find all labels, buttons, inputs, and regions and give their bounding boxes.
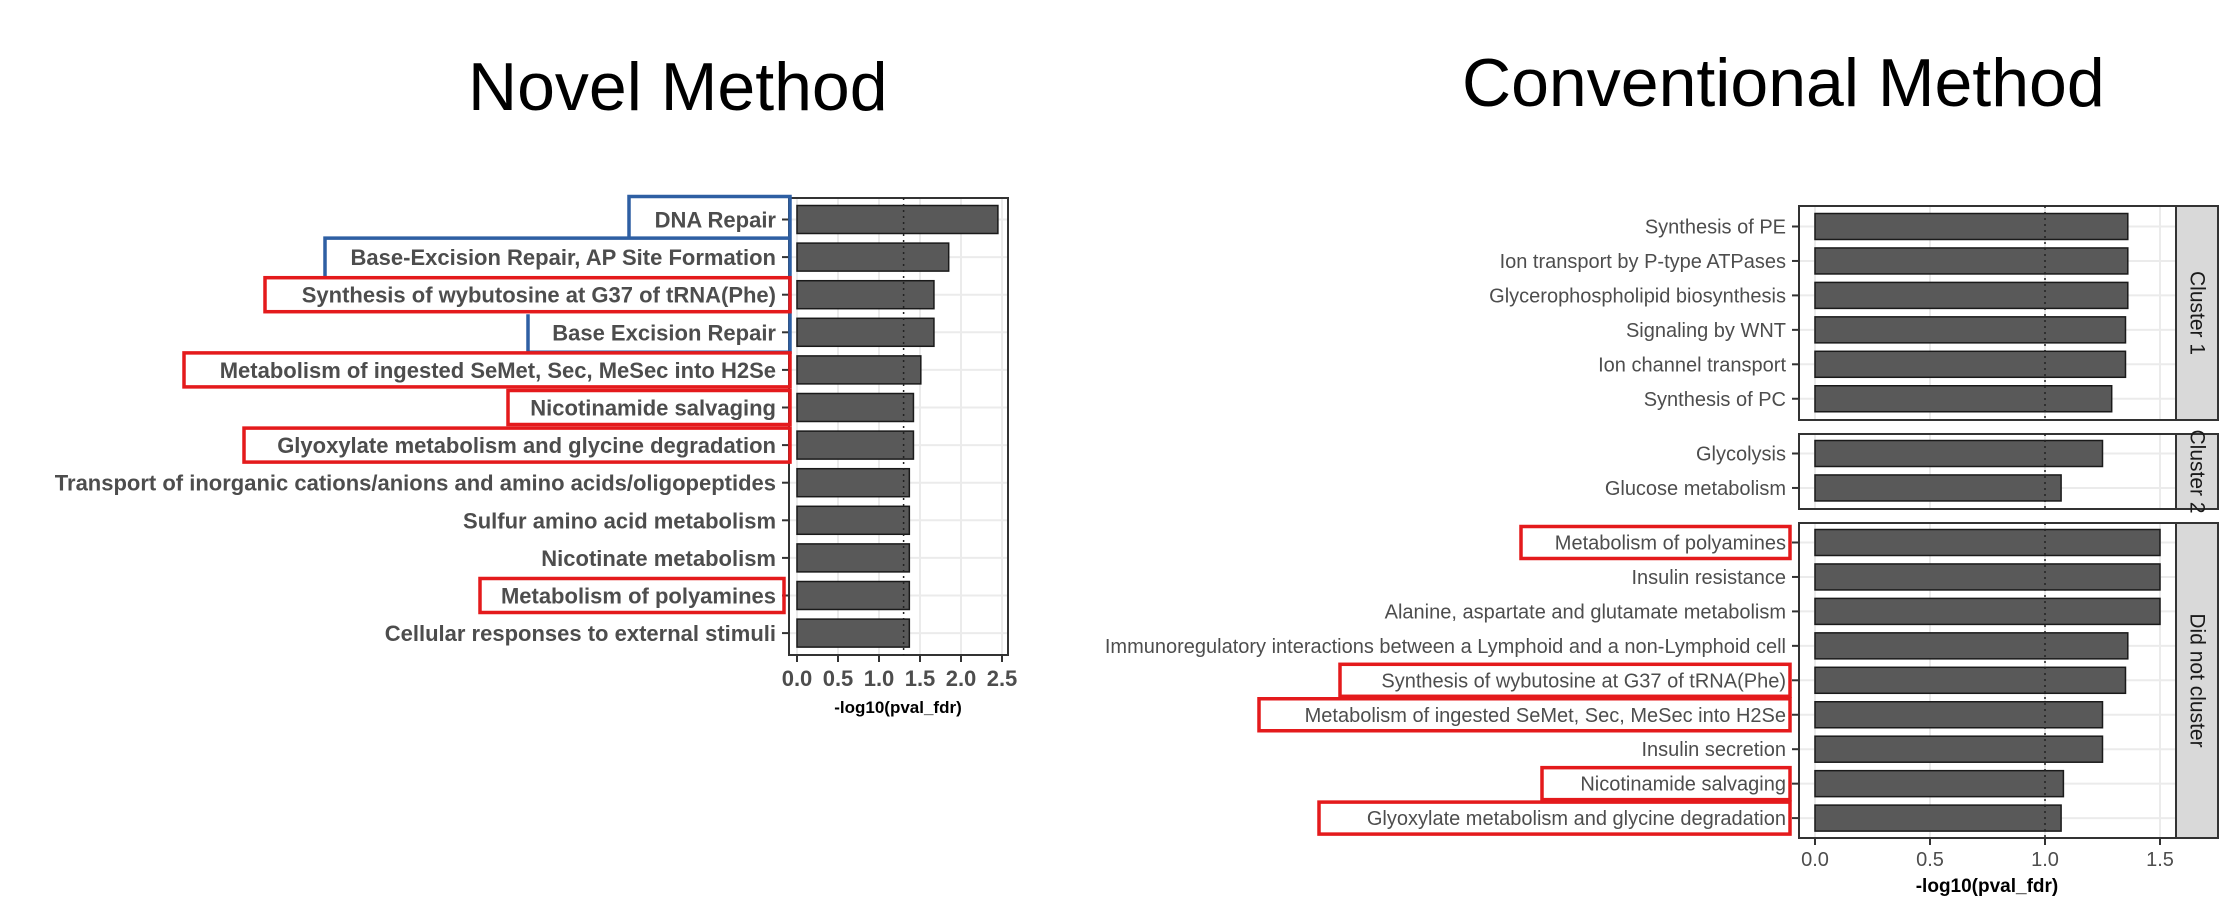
conventional-bar-signaling-by-wnt — [1814, 316, 2127, 344]
novel-red-highlight-box — [263, 275, 792, 314]
conventional-facet-strip — [2175, 205, 2219, 421]
conventional-xtick-label: 1.0 — [2031, 849, 2059, 871]
conventional-bar-metabolism-of-polyamines — [1814, 528, 2161, 557]
conventional-bar-ion-transport-by-p-type-atpases — [1814, 247, 2129, 275]
conventional-bar-glycerophospholipid-biosynthesis — [1814, 281, 2129, 310]
conventional-bar-alanine-aspartate-and-glutamate-metabolism — [1814, 597, 2161, 626]
conventional-x-axis-title: -log10(pval_fdr) — [1916, 876, 2059, 897]
conventional-red-highlight-box — [1338, 662, 1792, 699]
novel-category-label: Synthesis of wybutosine at G37 of tRNA(P… — [302, 283, 776, 308]
conventional-bar-metabolism-of-ingested-semet-sec-mesec-into-h2se — [1814, 701, 2104, 729]
novel-x-axis-title: -log10(pval_fdr) — [834, 698, 962, 717]
conventional-category-label: Synthesis of PC — [1644, 389, 1786, 411]
novel-bar-base-excision-repair — [796, 317, 935, 348]
conventional-bar-glucose-metabolism — [1814, 474, 2062, 502]
conventional-bar-synthesis-of-pe — [1814, 212, 2129, 241]
novel-xtick-label: 2.5 — [987, 666, 1018, 691]
novel-bar-metabolism-of-ingested-semet-sec-mesec-into-h2se — [796, 355, 922, 385]
conventional-category-label: Metabolism of polyamines — [1555, 533, 1786, 555]
novel-xtick-label: 2.0 — [946, 666, 977, 691]
novel-category-label: Base-Excision Repair, AP Site Formation — [351, 245, 776, 270]
conventional-facet-label: Did not cluster — [2186, 613, 2209, 747]
novel-category-label: Metabolism of ingested SeMet, Sec, MeSec… — [220, 358, 776, 383]
conventional-method-title: Conventional Method — [1462, 45, 2105, 121]
conventional-facet-strip — [2175, 433, 2219, 510]
novel-blue-highlight-outline — [526, 194, 792, 355]
novel-bar-nicotinate-metabolism — [796, 543, 911, 573]
novel-xtick-label: 1.5 — [905, 666, 936, 691]
conventional-category-label: Metabolism of ingested SeMet, Sec, MeSec… — [1305, 705, 1786, 727]
novel-red-highlight-box — [478, 576, 786, 615]
conventional-category-label: Insulin secretion — [1641, 739, 1786, 761]
conventional-category-label: Ion channel transport — [1598, 354, 1786, 376]
conventional-category-label: Insulin resistance — [1631, 567, 1786, 589]
conventional-category-label: Ion transport by P-type ATPases — [1500, 251, 1786, 273]
conventional-bar-insulin-secretion — [1814, 735, 2104, 763]
novel-bar-metabolism-of-polyamines — [796, 580, 911, 611]
conventional-category-label: Immunoregulatory interactions between a … — [1105, 636, 1786, 658]
conventional-category-label: Alanine, aspartate and glutamate metabol… — [1385, 601, 1786, 623]
novel-category-label: Sulfur amino acid metabolism — [463, 508, 776, 533]
conventional-category-label: Signaling by WNT — [1626, 320, 1786, 342]
conventional-bar-insulin-resistance — [1814, 563, 2161, 591]
novel-bar-sulfur-amino-acid-metabolism — [796, 505, 911, 536]
novel-red-highlight-box — [242, 426, 792, 464]
conventional-facet-strip — [2175, 522, 2219, 839]
conventional-category-label: Glycolysis — [1696, 444, 1786, 466]
novel-xtick-label: 1.0 — [864, 666, 895, 691]
conventional-xtick-label: 0.5 — [1916, 849, 1944, 871]
novel-category-label: Cellular responses to external stimuli — [385, 621, 776, 646]
novel-red-highlight-box — [506, 388, 792, 427]
novel-red-highlight-box — [182, 351, 792, 389]
conventional-facet-label: Cluster 1 — [2186, 271, 2209, 355]
conventional-category-label: Synthesis of PE — [1645, 217, 1786, 239]
novel-bar-synthesis-of-wybutosine-at-g37-of-trna-phe — [796, 279, 935, 310]
novel-bar-dna-repair — [796, 204, 999, 235]
novel-category-label: Metabolism of polyamines — [501, 584, 776, 609]
novel-xtick-label: 0.0 — [782, 666, 813, 691]
conventional-category-label: Nicotinamide salvaging — [1580, 774, 1786, 796]
novel-category-label: DNA Repair — [655, 208, 777, 233]
novel-bar-base-excision-repair-ap-site-formation — [796, 242, 950, 272]
novel-category-label: Transport of inorganic cations/anions an… — [55, 471, 776, 496]
conventional-facet-frame — [1798, 205, 2177, 421]
novel-xtick-label: 0.5 — [823, 666, 854, 691]
novel-method-title: Novel Method — [468, 49, 888, 125]
conventional-red-highlight-box — [1317, 800, 1792, 836]
conventional-red-highlight-box — [1540, 765, 1792, 802]
conventional-bar-immunoregulatory-interactions-between-a-lymphoid-and-a-non-lymphoid-cell — [1814, 632, 2129, 660]
novel-category-label: Base Excision Repair — [552, 320, 776, 345]
novel-blue-highlight-outline-2 — [323, 236, 790, 278]
conventional-red-highlight-box — [1519, 524, 1792, 561]
conventional-category-label: Glycerophospholipid biosynthesis — [1489, 285, 1786, 307]
conventional-red-highlight-box — [1257, 697, 1792, 733]
conventional-facet-label: Cluster 2 — [2186, 429, 2209, 513]
novel-bar-glyoxylate-metabolism-and-glycine-degradation — [796, 430, 915, 460]
conventional-bar-ion-channel-transport — [1814, 350, 2127, 379]
conventional-bar-synthesis-of-wybutosine-at-g37-of-trna-phe — [1814, 666, 2127, 695]
conventional-category-label: Glyoxylate metabolism and glycine degrad… — [1367, 808, 1786, 830]
conventional-bar-synthesis-of-pc — [1814, 385, 2113, 413]
conventional-xtick-label: 0.0 — [1801, 849, 1829, 871]
novel-panel-frame — [788, 197, 1009, 656]
conventional-xtick-label: 1.5 — [2146, 849, 2174, 871]
novel-category-label: Nicotinate metabolism — [541, 546, 776, 571]
novel-bar-transport-of-inorganic-cations-anions-and-amino-acids-oligopeptides — [796, 467, 911, 498]
novel-bar-nicotinamide-salvaging — [796, 392, 915, 423]
novel-category-label: Glyoxylate metabolism and glycine degrad… — [277, 433, 776, 458]
conventional-bar-nicotinamide-salvaging — [1814, 769, 2065, 798]
conventional-bar-glycolysis — [1814, 439, 2104, 468]
conventional-bar-glyoxylate-metabolism-and-glycine-degradation — [1814, 804, 2062, 832]
conventional-category-label: Synthesis of wybutosine at G37 of tRNA(P… — [1381, 670, 1786, 692]
novel-category-label: Nicotinamide salvaging — [530, 396, 776, 421]
novel-bar-cellular-responses-to-external-stimuli — [796, 618, 911, 648]
conventional-category-label: Glucose metabolism — [1605, 478, 1786, 500]
